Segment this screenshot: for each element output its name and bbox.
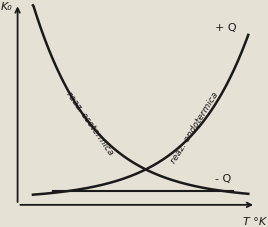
Text: reaz. esotermica: reaz. esotermica: [64, 90, 115, 157]
Text: reaz. endotermica: reaz. endotermica: [169, 90, 220, 165]
Text: T °K: T °K: [243, 217, 266, 227]
Text: + Q: + Q: [215, 23, 237, 33]
Text: K₀: K₀: [1, 2, 12, 12]
Text: - Q: - Q: [215, 174, 231, 184]
